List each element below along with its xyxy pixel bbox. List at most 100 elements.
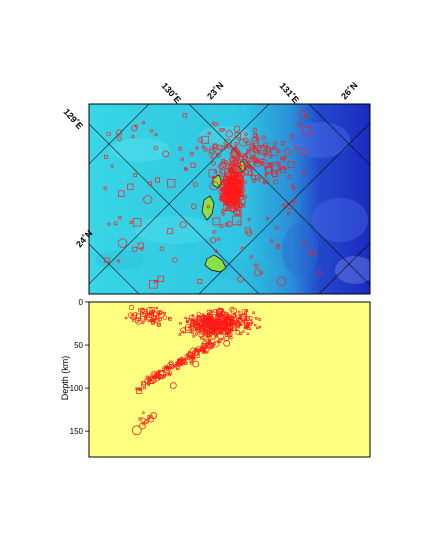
- epicenter-marker: [118, 190, 125, 197]
- hypocenter-marker: [201, 340, 209, 348]
- epicenter-marker: [218, 188, 224, 194]
- hypocenter-marker: [212, 340, 220, 348]
- epicenter-marker: [234, 174, 239, 178]
- hypocenter-marker: [133, 312, 138, 317]
- hypocenter-marker: [215, 334, 219, 338]
- epicenter-marker: [276, 276, 287, 286]
- epicenter-marker: [221, 209, 225, 214]
- hypocenter-marker: [152, 317, 156, 321]
- hypocenter-marker: [240, 313, 248, 321]
- hypocenter-marker: [166, 372, 169, 376]
- epicenter-marker: [237, 137, 241, 141]
- hypocenter-marker: [184, 361, 188, 365]
- hypocenter-marker: [200, 336, 203, 340]
- hypocenter-marker: [133, 317, 136, 320]
- hypocenter-marker: [200, 314, 206, 320]
- hypocenter-marker: [186, 320, 189, 324]
- hypocenter-marker: [180, 327, 187, 334]
- hypocenter-marker: [258, 318, 262, 322]
- epicenter-marker: [213, 170, 218, 174]
- hypocenter-marker: [175, 365, 181, 371]
- epicenter-marker: [167, 228, 174, 235]
- epicenter-marker: [141, 120, 146, 125]
- grid-label-26n: 26˚N: [339, 80, 359, 101]
- epicenter-marker: [254, 160, 261, 168]
- hypocenter-marker: [219, 323, 222, 327]
- epicenter-marker: [219, 187, 224, 192]
- hypocenter-marker: [198, 348, 202, 351]
- epicenter-marker: [155, 177, 160, 183]
- epicenter-marker: [211, 121, 215, 125]
- hypocenter-marker: [213, 342, 217, 345]
- epicenter-marker: [302, 126, 312, 135]
- grid-label-131e: 131˚E: [278, 81, 302, 106]
- hypocenter-marker: [190, 360, 194, 364]
- bathymetry-texture: [95, 122, 370, 284]
- depth-frame: [88, 301, 371, 458]
- epicenter-marker: [148, 181, 152, 186]
- hypocenter-marker: [202, 349, 206, 353]
- hypocenter-marker: [179, 322, 182, 325]
- hypocenter-marker: [151, 377, 157, 383]
- hypocenter-marker: [228, 334, 232, 337]
- hypocenter-marker: [229, 328, 233, 333]
- epicenter-marker: [197, 279, 203, 284]
- epicenter-marker: [236, 187, 240, 192]
- hypocenter-marker: [206, 334, 211, 338]
- epicenter-marker: [182, 113, 187, 118]
- epicenter-marker: [280, 141, 285, 146]
- epicenter-marker: [220, 180, 226, 186]
- epicenter-marker: [260, 162, 265, 166]
- depth-hypocenters: [124, 304, 262, 436]
- hypocenter-marker: [244, 325, 248, 329]
- epicenter-marker: [225, 206, 230, 211]
- epicenter-marker: [162, 150, 170, 158]
- epicenter-marker: [234, 125, 241, 132]
- epicenter-marker: [252, 127, 258, 133]
- epicenter-marker: [250, 145, 256, 150]
- hypocenter-marker: [136, 387, 143, 394]
- hypocenter-marker: [194, 351, 199, 357]
- epicenter-marker: [140, 247, 144, 251]
- epicenter-marker: [247, 160, 255, 168]
- epicenter-marker: [228, 205, 233, 209]
- hypocenter-marker: [155, 372, 159, 376]
- map-frame: [88, 103, 371, 295]
- island-south: [204, 254, 227, 273]
- grid-line-latitude: [89, 104, 150, 165]
- epicenter-marker: [224, 192, 229, 197]
- hypocenter-marker: [189, 315, 195, 321]
- epicenter-marker: [117, 136, 122, 142]
- epicenter-marker: [228, 184, 232, 188]
- epicenter-marker: [132, 246, 138, 252]
- hypocenter-marker: [205, 350, 208, 353]
- hypocenter-marker: [229, 322, 232, 326]
- epicenter-marker: [210, 155, 214, 159]
- epicenter-marker: [197, 137, 204, 143]
- epicenter-marker: [292, 187, 296, 191]
- epicenter-marker: [234, 147, 238, 151]
- map-panel: 129˚E 130˚E 23˚N 131˚E 26˚N 24˚N: [62, 80, 371, 295]
- epicenter-marker: [221, 128, 225, 132]
- hypocenter-marker: [181, 358, 184, 362]
- hypocenter-marker: [174, 364, 178, 368]
- hypocenter-marker: [189, 319, 197, 328]
- epicenter-marker: [259, 271, 264, 275]
- epicenter-marker: [223, 139, 232, 148]
- hypocenter-marker: [209, 331, 214, 336]
- epicenter-marker: [115, 129, 123, 136]
- hypocenter-marker: [202, 333, 206, 336]
- epicenter-marker: [296, 122, 302, 127]
- hypocenter-marker: [228, 320, 233, 324]
- epicenter-marker: [254, 174, 261, 181]
- hypocenter-marker: [239, 332, 243, 336]
- epicenter-marker: [218, 163, 224, 170]
- epicenter-marker: [275, 225, 279, 230]
- epicenter-marker: [104, 154, 108, 159]
- large-event-marker: [169, 382, 177, 389]
- epicenter-marker: [218, 162, 227, 171]
- epicenter-marker: [270, 239, 274, 243]
- hypocenter-marker: [244, 310, 247, 314]
- epicenter-marker: [208, 149, 215, 155]
- hypocenter-marker: [157, 323, 161, 328]
